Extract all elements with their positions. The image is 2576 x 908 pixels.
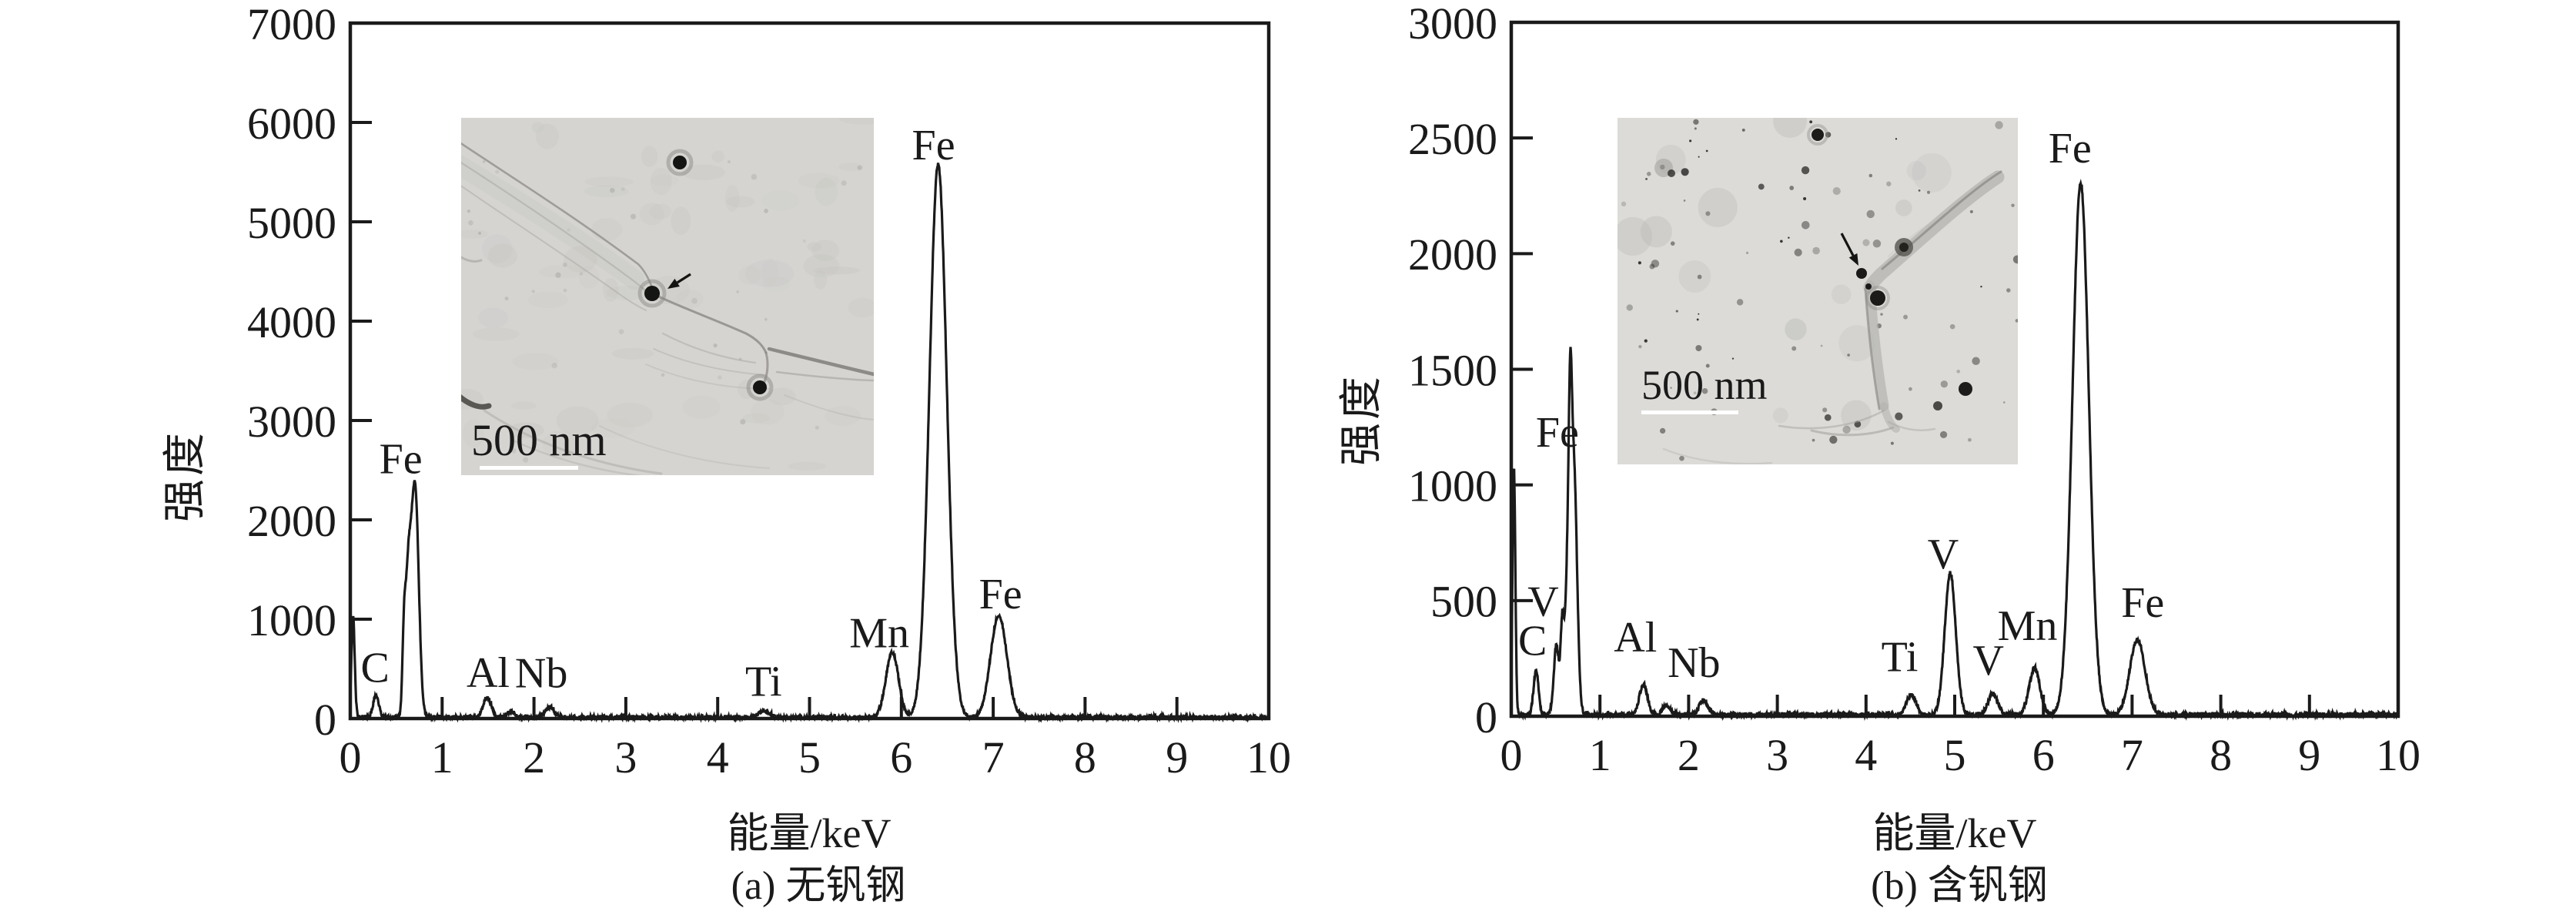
precipitate-particle — [753, 380, 767, 394]
peak-element-label: Fe — [979, 571, 1022, 618]
y-axis-title-b: 强度 — [1337, 374, 1386, 466]
x-tick-label: 9 — [1166, 732, 1188, 782]
x-tick-label: 3 — [1766, 730, 1788, 780]
precipitate-particle — [644, 286, 660, 301]
tem-inset-image: 500 nm — [1618, 118, 2018, 464]
x-tick-label: 2 — [1678, 730, 1700, 780]
precipitate-particle — [1865, 283, 1872, 290]
y-tick-label: 1500 — [1408, 345, 1497, 395]
annotation-arrow-icon — [667, 273, 691, 289]
peak-element-label: V — [1928, 531, 1959, 578]
y-tick-label: 1000 — [247, 595, 336, 645]
peak-element-label: Fe — [2121, 579, 2164, 627]
plot-frame — [1509, 20, 2400, 719]
inset-scale-bar — [1641, 410, 1738, 414]
x-tick-label: 3 — [614, 732, 637, 782]
peak-element-label: Mn — [1998, 602, 2058, 650]
panel-caption-a: (a) 无钒钢 — [731, 863, 906, 908]
inset-scale-bar — [480, 466, 578, 470]
y-tick-label: 6000 — [247, 99, 336, 149]
y-tick-label: 3000 — [1408, 0, 1497, 49]
y-tick-label: 500 — [1430, 577, 1497, 627]
precipitate-particle — [1870, 290, 1885, 306]
precipitate-particle — [1856, 268, 1867, 279]
y-tick-label: 0 — [314, 695, 336, 745]
x-tick-label: 9 — [2298, 730, 2320, 780]
x-tick-label: 8 — [2210, 730, 2232, 780]
y-tick-label: 0 — [1475, 692, 1497, 742]
inset-scale-label: 500 nm — [1641, 362, 1768, 408]
y-tick-label: 5000 — [247, 198, 336, 248]
x-axis-title-b: 能量/keV — [1872, 809, 2037, 856]
peak-element-label: Fe — [1536, 409, 1579, 457]
peak-element-label: Nb — [1668, 639, 1720, 687]
peak-element-label: Fe — [380, 436, 423, 484]
annotation-arrow-icon — [1840, 233, 1858, 266]
x-axis-title-a: 能量/keV — [727, 809, 892, 856]
y-tick-label: 2000 — [247, 496, 336, 546]
y-tick-label: 2000 — [1408, 230, 1497, 280]
precipitate-particle-halo — [637, 279, 667, 308]
x-tick-label: 0 — [1500, 730, 1523, 780]
y-tick-label: 1000 — [1408, 461, 1497, 511]
y-tick-label: 4000 — [247, 297, 336, 347]
peak-element-label: Fe — [912, 122, 955, 169]
peak-element-label: Ti — [745, 658, 782, 706]
precipitate-particle-halo — [746, 374, 774, 401]
x-tick-label: 4 — [707, 732, 729, 782]
y-axis-title-a: 强度 — [161, 430, 209, 522]
peak-element-label: Nb — [515, 650, 567, 698]
y-tick-label: 2500 — [1408, 114, 1497, 164]
plot-frame — [348, 21, 1271, 721]
peak-element-label: C — [1518, 617, 1547, 665]
y-tick-label: 7000 — [247, 0, 336, 49]
x-tick-label: 5 — [1944, 730, 1966, 780]
x-tick-label: 1 — [1589, 730, 1611, 780]
precipitate-particle — [673, 156, 687, 169]
peak-element-label: V — [1973, 637, 2004, 685]
peak-element-label: Al — [1614, 614, 1657, 662]
x-tick-label: 6 — [890, 732, 912, 782]
peak-element-label: Ti — [1882, 634, 1919, 682]
x-tick-label: 2 — [523, 732, 545, 782]
x-tick-label: 7 — [982, 732, 1005, 782]
x-tick-label: 8 — [1074, 732, 1096, 782]
panel-caption-b: (b) 含钒钢 — [1871, 863, 2048, 908]
peak-element-label: Al — [467, 649, 510, 697]
inset-scale-label: 500 nm — [471, 415, 607, 465]
peak-element-label: Mn — [849, 609, 909, 657]
y-tick-label: 3000 — [247, 397, 336, 447]
x-tick-label: 0 — [340, 732, 362, 782]
precipitate-particle-halo — [666, 149, 694, 176]
x-tick-label: 5 — [798, 732, 821, 782]
tem-inset-image: 500 nm — [461, 118, 874, 475]
x-tick-label: 10 — [2376, 730, 2420, 780]
x-tick-label: 1 — [431, 732, 453, 782]
x-tick-label: 7 — [2121, 730, 2143, 780]
peak-element-label: Fe — [2049, 125, 2092, 173]
x-tick-label: 4 — [1855, 730, 1877, 780]
peak-element-label: C — [361, 645, 390, 692]
x-tick-label: 6 — [2032, 730, 2055, 780]
peak-element-label: V — [1527, 578, 1558, 625]
x-tick-label: 10 — [1246, 732, 1291, 782]
